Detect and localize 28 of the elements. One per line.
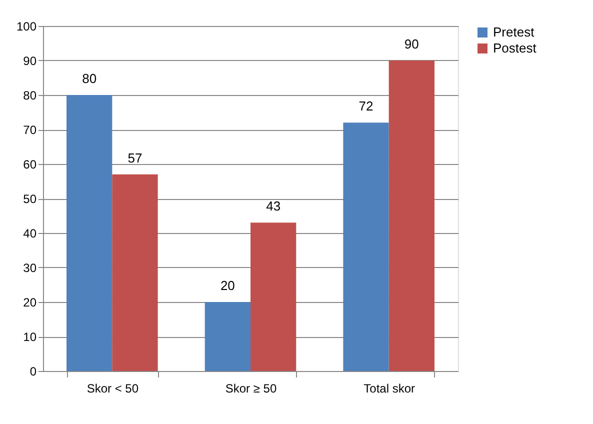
y-tick-label: 20 bbox=[23, 296, 37, 310]
data-label: 72 bbox=[358, 98, 374, 114]
y-tick-label: 10 bbox=[23, 330, 37, 344]
x-tick-label: Total skor bbox=[364, 382, 416, 396]
bar bbox=[388, 60, 434, 371]
y-tick-label: 70 bbox=[23, 123, 37, 137]
y-tick-label: 0 bbox=[30, 364, 37, 378]
x-tick-label: Skor ≥ 50 bbox=[225, 382, 277, 396]
bar bbox=[343, 122, 389, 371]
bar bbox=[112, 174, 158, 371]
y-tick-label: 80 bbox=[23, 88, 37, 102]
data-label: 20 bbox=[220, 278, 235, 293]
y-tick-label: 90 bbox=[23, 54, 37, 68]
y-tick-label: 60 bbox=[23, 158, 37, 172]
data-label: 90 bbox=[404, 36, 419, 52]
legend-label: Pretest bbox=[493, 24, 535, 40]
data-label: 80 bbox=[82, 71, 97, 86]
y-tick-label: 100 bbox=[16, 20, 37, 34]
x-tick-label: Skor < 50 bbox=[86, 382, 139, 396]
data-label: 43 bbox=[266, 198, 281, 214]
y-tick-label: 40 bbox=[23, 226, 37, 240]
bar bbox=[250, 222, 296, 371]
bar bbox=[204, 302, 250, 371]
bar bbox=[66, 95, 112, 371]
data-label: 57 bbox=[128, 150, 142, 166]
y-tick-label: 50 bbox=[23, 192, 37, 206]
legend-label: Postest bbox=[493, 40, 537, 56]
y-tick-label: 30 bbox=[23, 261, 37, 275]
